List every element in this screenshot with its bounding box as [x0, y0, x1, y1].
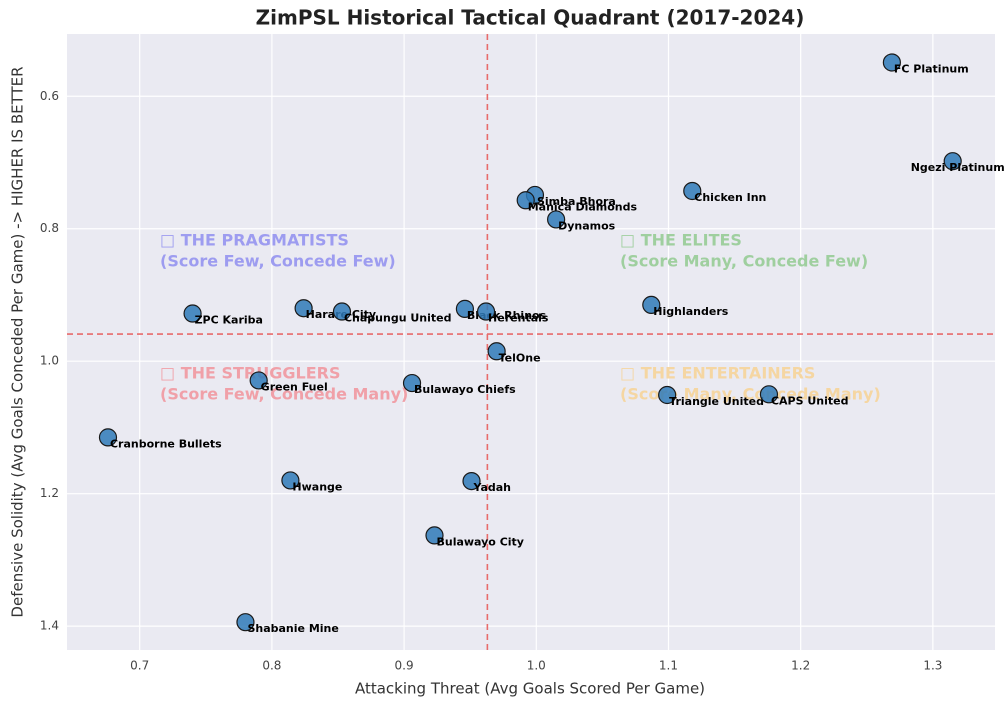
point-label: FC Platinum: [894, 62, 969, 75]
point-label: Hwange: [292, 480, 342, 493]
point-label: Chicken Inn: [694, 191, 766, 204]
y-tick-label: 1.0: [40, 354, 59, 368]
point: [516, 191, 535, 210]
point-label: Highlanders: [653, 305, 728, 318]
y-tick-label: 1.4: [40, 619, 59, 633]
point: [294, 299, 313, 318]
point-label: Yadah: [473, 481, 512, 494]
point: [547, 210, 566, 229]
point-label: TelOne: [499, 351, 541, 364]
point: [455, 299, 475, 318]
point-label: Manica Diamonds: [528, 200, 638, 213]
point: [281, 471, 300, 490]
x-tick-label: 1.3: [923, 659, 942, 673]
y-tick-label: 0.8: [40, 221, 59, 235]
quadrant-label: □ THE ENTERTAINERS: [620, 364, 815, 383]
x-tick-label: 0.7: [130, 659, 149, 673]
quadrant-label: □ THE STRUGGLERS: [160, 364, 340, 383]
plot-area: [67, 34, 995, 650]
point: [943, 152, 962, 171]
point-label: Herentals: [488, 312, 549, 325]
x-tick-label: 0.9: [395, 659, 414, 673]
point: [462, 471, 481, 491]
point: [759, 385, 779, 404]
point-label: Simba Bhora: [537, 195, 616, 208]
point: [332, 302, 352, 321]
point: [236, 613, 255, 632]
point: [487, 342, 506, 361]
point-label: Dynamos: [558, 219, 616, 232]
point: [476, 302, 496, 321]
chart-title: ZimPSL Historical Tactical Quadrant (201…: [256, 6, 805, 30]
point: [683, 181, 702, 201]
point: [98, 428, 118, 447]
point: [882, 53, 901, 72]
y-axis-title: Defensive Solidity (Avg Goals Conceded P…: [9, 66, 27, 617]
x-axis-title: Attacking Threat (Avg Goals Scored Per G…: [355, 680, 705, 698]
quadrant-label: (Score Few, Concede Many): [160, 385, 408, 404]
point: [183, 304, 202, 323]
point: [402, 373, 422, 393]
point-label: Ngezi Platinum: [911, 161, 1005, 174]
point-label: Bulawayo City: [436, 535, 523, 548]
point-label: Shabanie Mine: [247, 622, 338, 635]
point-label: Green Fuel: [261, 380, 328, 393]
point: [642, 295, 661, 315]
point-label: Bulawayo Chiefs: [414, 383, 516, 396]
quadrant-label: (Score Few, Concede Few): [160, 252, 396, 271]
point-label: Chapungu United: [344, 312, 452, 325]
quadrant-label: (Score Many, Concede Many): [620, 385, 881, 404]
quadrant-label: □ THE ELITES: [620, 231, 742, 250]
point-label: CAPS United: [771, 394, 849, 407]
x-tick-label: 1.1: [659, 659, 678, 673]
quadrant-label: (Score Many, Concede Few): [620, 252, 868, 271]
x-tick-label: 0.8: [262, 659, 281, 673]
point: [658, 385, 677, 405]
point-label: Cranborne Bullets: [110, 437, 222, 450]
y-tick-label: 1.2: [40, 486, 59, 500]
x-tick-label: 1.0: [527, 659, 546, 673]
point: [249, 371, 268, 390]
point-label: Triangle United: [669, 395, 764, 408]
y-tick-label: 0.6: [40, 89, 59, 103]
point-label: ZPC Kariba: [195, 314, 263, 327]
quadrant-label: □ THE PRAGMATISTS: [160, 231, 349, 250]
x-tick-label: 1.2: [791, 659, 810, 673]
point: [425, 526, 444, 545]
